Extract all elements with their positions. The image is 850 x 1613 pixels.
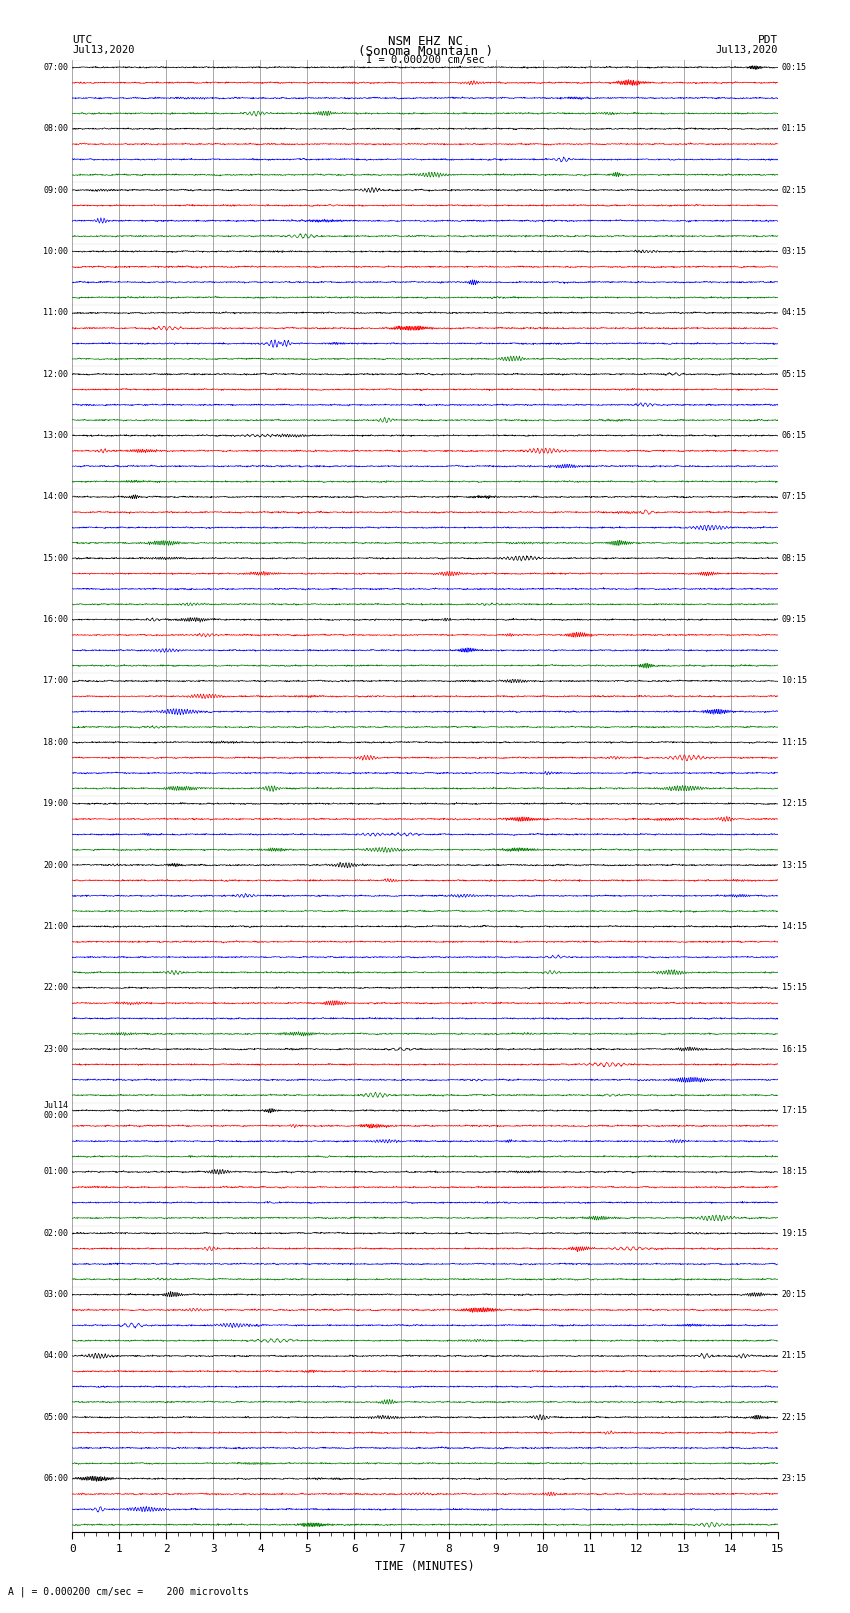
Text: 08:15: 08:15 (781, 553, 807, 563)
X-axis label: TIME (MINUTES): TIME (MINUTES) (375, 1560, 475, 1573)
Text: 13:15: 13:15 (781, 861, 807, 869)
Text: 03:15: 03:15 (781, 247, 807, 256)
Text: 21:15: 21:15 (781, 1352, 807, 1360)
Text: 17:15: 17:15 (781, 1107, 807, 1115)
Text: 15:15: 15:15 (781, 984, 807, 992)
Text: 13:00: 13:00 (43, 431, 69, 440)
Text: 07:15: 07:15 (781, 492, 807, 502)
Text: 06:00: 06:00 (43, 1474, 69, 1484)
Text: 22:15: 22:15 (781, 1413, 807, 1421)
Text: 09:15: 09:15 (781, 615, 807, 624)
Text: 10:15: 10:15 (781, 676, 807, 686)
Text: 11:00: 11:00 (43, 308, 69, 318)
Text: 05:00: 05:00 (43, 1413, 69, 1421)
Text: 19:15: 19:15 (781, 1229, 807, 1237)
Text: 04:00: 04:00 (43, 1352, 69, 1360)
Text: Jul14: Jul14 (43, 1102, 69, 1110)
Text: A | = 0.000200 cm/sec =    200 microvolts: A | = 0.000200 cm/sec = 200 microvolts (8, 1586, 249, 1597)
Text: 20:15: 20:15 (781, 1290, 807, 1298)
Text: 14:15: 14:15 (781, 923, 807, 931)
Text: 05:15: 05:15 (781, 369, 807, 379)
Text: 09:00: 09:00 (43, 185, 69, 195)
Text: 18:15: 18:15 (781, 1168, 807, 1176)
Text: 06:15: 06:15 (781, 431, 807, 440)
Text: Jul13,2020: Jul13,2020 (715, 45, 778, 55)
Text: 10:00: 10:00 (43, 247, 69, 256)
Text: 17:00: 17:00 (43, 676, 69, 686)
Text: 02:15: 02:15 (781, 185, 807, 195)
Text: 15:00: 15:00 (43, 553, 69, 563)
Text: 04:15: 04:15 (781, 308, 807, 318)
Text: 07:00: 07:00 (43, 63, 69, 73)
Text: 16:00: 16:00 (43, 615, 69, 624)
Text: 20:00: 20:00 (43, 861, 69, 869)
Text: 00:00: 00:00 (43, 1111, 69, 1119)
Text: UTC: UTC (72, 35, 93, 45)
Text: 23:00: 23:00 (43, 1045, 69, 1053)
Text: 12:15: 12:15 (781, 798, 807, 808)
Text: 02:00: 02:00 (43, 1229, 69, 1237)
Text: PDT: PDT (757, 35, 778, 45)
Text: 23:15: 23:15 (781, 1474, 807, 1484)
Text: I = 0.000200 cm/sec: I = 0.000200 cm/sec (366, 55, 484, 65)
Text: 12:00: 12:00 (43, 369, 69, 379)
Text: 01:00: 01:00 (43, 1168, 69, 1176)
Text: (Sonoma Mountain ): (Sonoma Mountain ) (358, 45, 492, 58)
Text: 01:15: 01:15 (781, 124, 807, 134)
Text: 03:00: 03:00 (43, 1290, 69, 1298)
Text: 18:00: 18:00 (43, 737, 69, 747)
Text: Jul13,2020: Jul13,2020 (72, 45, 135, 55)
Text: 14:00: 14:00 (43, 492, 69, 502)
Text: 22:00: 22:00 (43, 984, 69, 992)
Text: 08:00: 08:00 (43, 124, 69, 134)
Text: 21:00: 21:00 (43, 923, 69, 931)
Text: 19:00: 19:00 (43, 798, 69, 808)
Text: 11:15: 11:15 (781, 737, 807, 747)
Text: NSM EHZ NC: NSM EHZ NC (388, 35, 462, 48)
Text: 16:15: 16:15 (781, 1045, 807, 1053)
Text: 00:15: 00:15 (781, 63, 807, 73)
